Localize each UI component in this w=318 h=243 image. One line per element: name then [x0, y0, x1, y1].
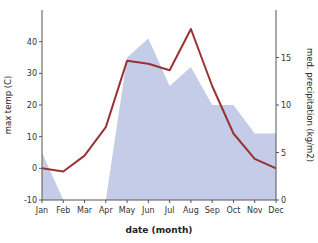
x-tick — [190, 200, 191, 203]
plot-area — [42, 29, 276, 200]
x-tick-label: Nov — [247, 206, 263, 215]
y-tick-label: 40 — [27, 38, 37, 47]
y2-tick — [276, 152, 279, 153]
x-tick-label: Aug — [183, 206, 199, 215]
y2-tick-label: 10 — [281, 101, 291, 110]
chart-container: -10 0 10 20 30 40 0 5 10 15 Jan Feb Mar Apr May Jun Jul A… — [0, 0, 318, 243]
axes: -10 0 10 20 30 40 0 5 10 15 Jan Feb Mar Apr May Jun Jul A… — [24, 10, 291, 215]
x-tick — [254, 200, 255, 203]
x-tick-label: Mar — [77, 206, 93, 215]
x-tick — [276, 200, 277, 203]
y2-tick-label: 0 — [281, 196, 286, 205]
y-tick-label: 0 — [32, 164, 37, 173]
y2-tick — [276, 105, 279, 106]
x-tick — [63, 200, 64, 203]
x-axis-label: date (month) — [126, 225, 193, 235]
y-tick — [39, 105, 42, 106]
x-tick-label: Dec — [268, 206, 283, 215]
y-axis-label: max temp (C) — [3, 76, 13, 135]
y2-tick-label: 15 — [281, 54, 291, 63]
x-tick — [212, 200, 213, 203]
y-tick — [39, 73, 42, 74]
x-tick — [233, 200, 234, 203]
x-tick-label: Feb — [56, 206, 70, 215]
area — [42, 39, 276, 201]
x-tick-label: Sep — [205, 206, 220, 215]
x-tick-label: Oct — [227, 206, 241, 215]
x-tick — [84, 200, 85, 203]
x-tick — [105, 200, 106, 203]
x-tick-label: Jun — [141, 206, 155, 215]
line — [42, 29, 276, 172]
y-tick-label: 20 — [27, 101, 37, 110]
chart: -10 0 10 20 30 40 0 5 10 15 Jan Feb Mar Apr May Jun Jul A… — [0, 0, 318, 243]
y2-tick-label: 5 — [281, 149, 286, 158]
x-tick — [127, 200, 128, 203]
x-tick — [169, 200, 170, 203]
y-tick — [39, 136, 42, 137]
y2-tick — [276, 57, 279, 58]
y2-axis-label: med. precipitation (kg/m2) — [305, 48, 315, 162]
x-tick-label: Jul — [164, 206, 175, 215]
y-tick-label: 10 — [27, 133, 37, 142]
y-tick-label: 30 — [27, 69, 37, 78]
x-tick — [42, 200, 43, 203]
y-tick-label: -10 — [24, 196, 37, 205]
x-tick-label: Apr — [99, 206, 114, 215]
x-tick — [148, 200, 149, 203]
x-tick-label: May — [119, 206, 136, 215]
x-tick-label: Jan — [35, 206, 48, 215]
x-axis-line — [42, 200, 276, 201]
y-tick — [39, 41, 42, 42]
y-tick — [39, 168, 42, 169]
